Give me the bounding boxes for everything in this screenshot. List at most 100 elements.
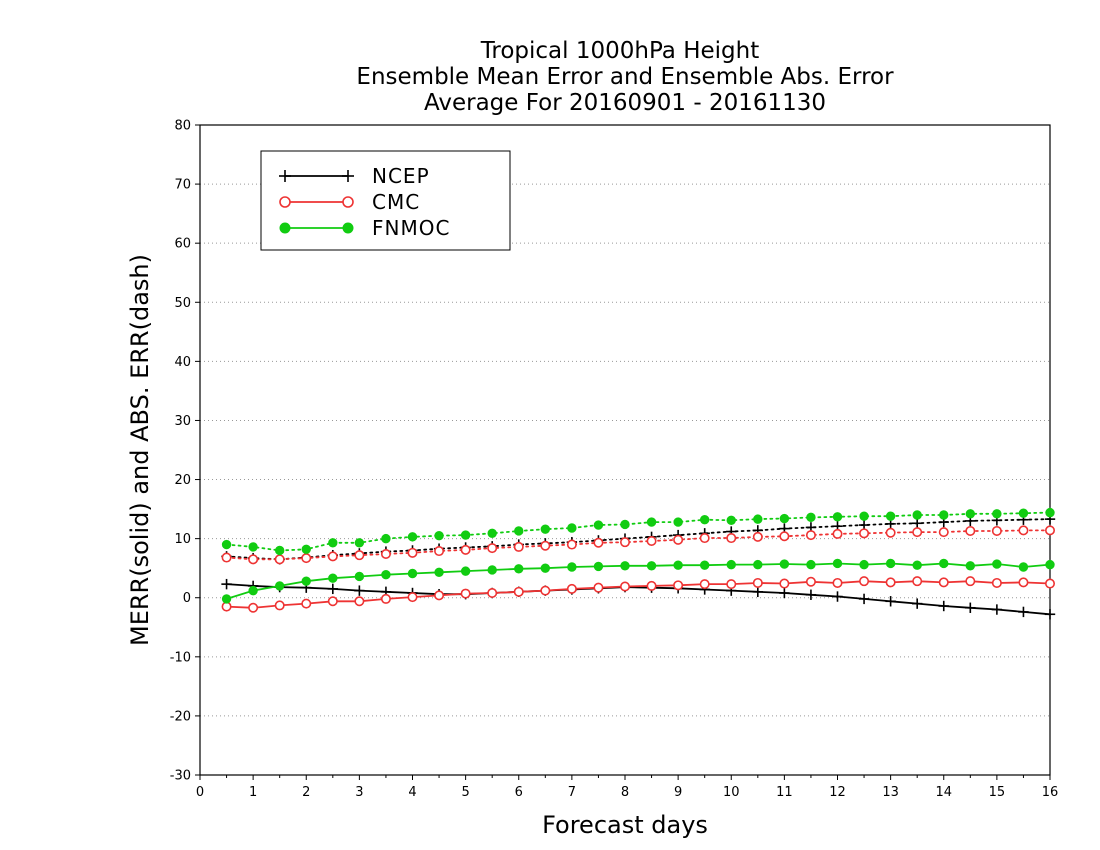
marker-open-circle [274,600,285,611]
marker-filled-circle [248,542,258,552]
marker-filled-circle [753,559,763,570]
marker-open-circle [354,596,365,607]
marker-open-circle [593,582,604,593]
marker-filled-circle [248,585,258,596]
marker-open-circle [434,590,445,601]
mean-error-line-ncep [226,583,1051,616]
legend-item-cmc: CMC [279,190,419,214]
marker-filled-circle [301,576,311,586]
marker-filled-circle [354,571,365,582]
marker-filled-circle [1018,562,1029,572]
marker-open-circle [566,539,577,550]
marker-filled-circle [620,519,630,530]
x-tick-label: 12 [829,785,846,800]
marker-filled-circle [274,581,285,591]
marker-filled-circle [487,528,497,539]
marker-open-circle [460,588,471,599]
y-tick-label: -30 [170,769,191,784]
marker-filled-circle [487,565,497,575]
marker-open-circle [965,525,976,536]
y-tick-label: 0 [183,591,191,606]
marker-open-circle [487,543,498,554]
marker-open-circle [699,533,710,544]
marker-open-circle [566,583,577,594]
marker-filled-circle [753,514,763,524]
marker-filled-circle [1018,508,1029,518]
marker-plus [752,586,764,598]
marker-filled-circle [567,562,577,572]
marker-open-circle [885,527,896,538]
y-tick-label: 60 [174,237,191,252]
marker-open-circle [619,581,630,592]
marker-filled-circle [726,515,736,526]
marker-open-circle [832,528,843,539]
marker-plus [885,596,896,607]
marker-filled-circle [673,560,683,570]
marker-plus [221,578,232,590]
marker-open-circle [1018,577,1029,588]
marker-filled-circle [992,509,1002,519]
marker-filled-circle [646,517,657,527]
marker-filled-circle [912,510,922,520]
marker-filled-circle [620,561,630,571]
marker-filled-circle [646,561,657,571]
series-ncep [221,513,1056,620]
marker-open-circle [859,576,870,587]
marker-filled-circle [806,559,816,570]
legend-item-fnmoc: FNMOC [279,216,449,240]
abs-error-line-fnmoc [225,511,1051,552]
marker-plus [991,604,1003,615]
marker-open-circle [327,551,338,562]
marker-filled-circle [301,544,311,554]
title-line-3: Average For 20160901 - 20161130 [424,90,826,116]
marker-plus [938,600,949,612]
marker-filled-circle [514,564,524,574]
x-tick-label: 5 [461,785,469,800]
marker-filled-circle [939,558,949,569]
marker-filled-circle [540,524,551,534]
marker-filled-circle [381,569,391,580]
marker-open-circle [354,550,365,561]
x-tick-label: 13 [882,785,899,800]
y-tick-label: 10 [174,532,191,547]
x-tick-label: 14 [935,785,952,800]
marker-open-circle [805,530,816,541]
marker-open-circle [991,577,1002,588]
legend-item-ncep: NCEP [279,164,429,188]
marker-filled-circle [328,538,338,548]
marker-open-circle [342,196,354,208]
marker-open-circle [673,580,684,591]
marker-filled-circle [699,560,710,570]
marker-filled-circle [859,511,869,521]
marker-open-circle [805,576,816,587]
marker-open-circle [301,598,312,609]
chart-title: Tropical 1000hPa Height Ensemble Mean Er… [356,38,894,116]
marker-filled-circle [726,559,736,570]
series-cmc [221,525,1056,613]
marker-open-circle [832,577,843,588]
x-tick-label: 3 [355,785,363,800]
marker-open-circle [274,554,285,565]
marker-filled-circle [460,566,471,576]
marker-open-circle [938,527,949,538]
marker-filled-circle [407,568,418,579]
marker-open-circle [407,547,418,558]
marker-filled-circle [407,532,418,542]
marker-filled-circle [593,561,604,572]
y-tick-label: -20 [170,709,191,724]
marker-plus [779,587,790,599]
x-tick-label: 10 [723,785,740,800]
series-fnmoc [221,507,1055,604]
marker-open-circle [301,553,312,564]
marker-open-circle [593,537,604,548]
marker-filled-circle [221,539,232,550]
x-tick-label: 4 [408,785,416,800]
marker-filled-circle [540,563,551,573]
x-tick-label: 1 [249,785,257,800]
y-tick-label: 40 [174,355,191,370]
marker-filled-circle [354,538,365,548]
